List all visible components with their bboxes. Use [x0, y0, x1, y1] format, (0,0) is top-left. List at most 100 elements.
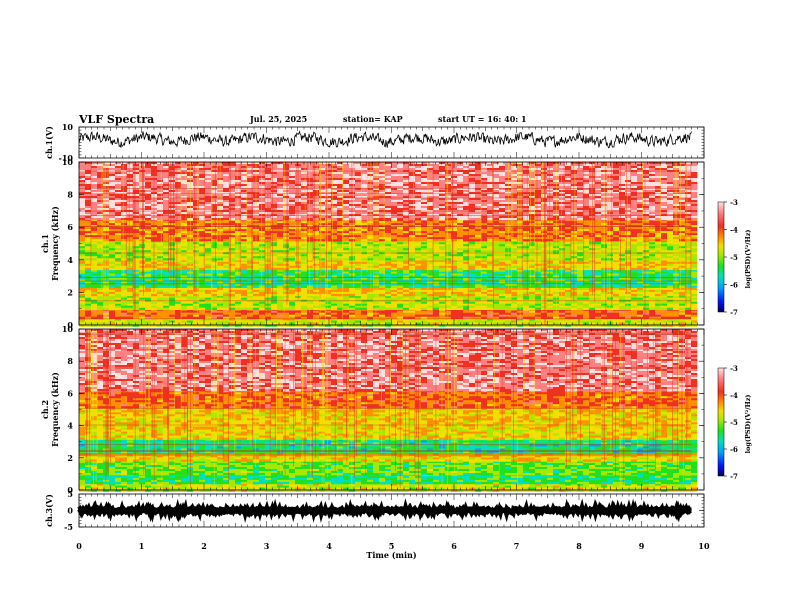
spectrogram-cell: [415, 314, 422, 317]
spectrogram-cell: [523, 246, 530, 249]
spectrogram-cell: [607, 267, 614, 271]
spectrogram-cell: [175, 287, 182, 291]
spectrogram-cell: [169, 324, 176, 327]
spectrogram-cell: [619, 305, 626, 308]
spectrogram-cell: [505, 261, 512, 265]
spectrogram-cell: [175, 254, 182, 257]
spectrogram-cell: [613, 252, 620, 255]
spectrogram-cell: [355, 242, 362, 245]
spectrogram-cell: [235, 289, 242, 293]
spectrogram-cell: [79, 320, 86, 323]
spectrogram-cell: [97, 259, 104, 263]
spectrogram-cell: [685, 318, 692, 321]
spectrogram-cell: [493, 244, 500, 247]
spectrogram-cell: [619, 279, 626, 282]
spectrogram-cell: [661, 279, 668, 282]
spectrogram-cell: [211, 254, 218, 257]
spectrogram-cell: [589, 312, 596, 315]
spectrogram-cell: [97, 295, 104, 298]
spectrogram-cell: [331, 295, 338, 298]
spectrogram-cell: [385, 303, 392, 306]
spectrogram-cell: [313, 246, 320, 249]
spectrogram-cell: [211, 318, 218, 321]
spectrogram-cell: [625, 324, 632, 327]
spectrogram-cell: [583, 305, 590, 308]
spectrogram-cell: [277, 303, 284, 306]
spectrogram-cell: [499, 252, 506, 255]
spectrogram-cell: [85, 312, 92, 315]
spectrogram-cell: [337, 273, 344, 276]
spectrogram-cell: [631, 246, 638, 249]
spectrogram-cell: [475, 273, 482, 276]
spectrogram-cell: [103, 303, 110, 306]
spectrogram-cell: [97, 316, 104, 319]
spectrogram-cell: [625, 297, 632, 300]
spectrogram-cell: [313, 277, 320, 280]
spectrogram-cell: [313, 263, 320, 267]
spectrogram-cell: [613, 314, 620, 317]
spectrogram-cell: [505, 303, 512, 306]
spectrogram-cell: [427, 259, 434, 263]
spectrogram-cell: [163, 252, 170, 255]
spectrogram-cell: [385, 307, 392, 310]
spectrogram-cell: [655, 287, 662, 291]
spectrogram-cell: [385, 289, 392, 293]
spectrogram-cell: [691, 287, 698, 291]
spectrogram-cell: [523, 310, 530, 313]
spectrogram-cell: [127, 281, 134, 284]
spectrogram-cell: [619, 248, 626, 251]
spectrogram-cell: [349, 285, 356, 288]
spectrogram-cell: [235, 291, 242, 295]
spectrogram-cell: [223, 277, 230, 280]
spectrogram-cell: [487, 291, 494, 295]
spectrogram-cell: [511, 285, 518, 288]
spectrogram-cell: [415, 303, 422, 306]
spectrogram-cell: [643, 320, 650, 323]
spectrogram-cell: [499, 293, 506, 297]
spectrogram-cell: [565, 307, 572, 310]
spectrogram-cell: [427, 287, 434, 291]
spectrogram-cell: [343, 261, 350, 265]
spectrogram-cell: [523, 287, 530, 291]
spectrogram-cell: [217, 312, 224, 315]
spectrogram-cell: [79, 271, 86, 274]
spectrogram-cell: [313, 307, 320, 310]
spectrogram-cell: [535, 289, 542, 293]
spectrogram-cell: [133, 246, 140, 249]
spectrogram-cell: [493, 242, 500, 245]
spectrogram-cell: [595, 316, 602, 319]
spectrogram-cell: [391, 252, 398, 255]
spectrogram-cell: [673, 307, 680, 310]
spectrogram-cell: [283, 271, 290, 274]
spectrogram-cell: [175, 259, 182, 263]
spectrogram-cell: [241, 277, 248, 280]
spectrogram-cell: [271, 312, 278, 315]
spectrogram-cell: [547, 305, 554, 308]
spectrogram-cell: [169, 267, 176, 271]
spectrogram-cell: [301, 295, 308, 298]
spectrogram-cell: [133, 252, 140, 255]
spectrogram-cell: [229, 275, 236, 278]
spectrogram-cell: [91, 252, 98, 255]
spectrogram-cell: [601, 303, 608, 306]
spectrogram-cell: [205, 291, 212, 295]
spectrogram-cell: [235, 258, 242, 261]
spectrogram-cell: [493, 314, 500, 317]
spectrogram-cell: [595, 279, 602, 282]
spectrogram-cell: [319, 316, 326, 319]
spectrogram-cell: [685, 312, 692, 315]
spectrogram-cell: [673, 314, 680, 317]
spectrogram-cell: [463, 301, 470, 304]
spectrogram-cell: [307, 271, 314, 274]
spectrogram-cell: [193, 307, 200, 310]
spectrogram-cell: [391, 271, 398, 274]
spectrogram-cell: [583, 293, 590, 297]
spectrogram-cell: [169, 316, 176, 319]
spectrogram-cell: [139, 281, 146, 284]
spectrogram-cell: [409, 244, 416, 247]
spectrogram-cell: [157, 303, 164, 306]
spectrogram-cell: [451, 256, 458, 259]
spectrogram-cell: [397, 289, 404, 293]
spectrogram-cell: [331, 303, 338, 306]
spectrogram-cell: [439, 254, 446, 257]
